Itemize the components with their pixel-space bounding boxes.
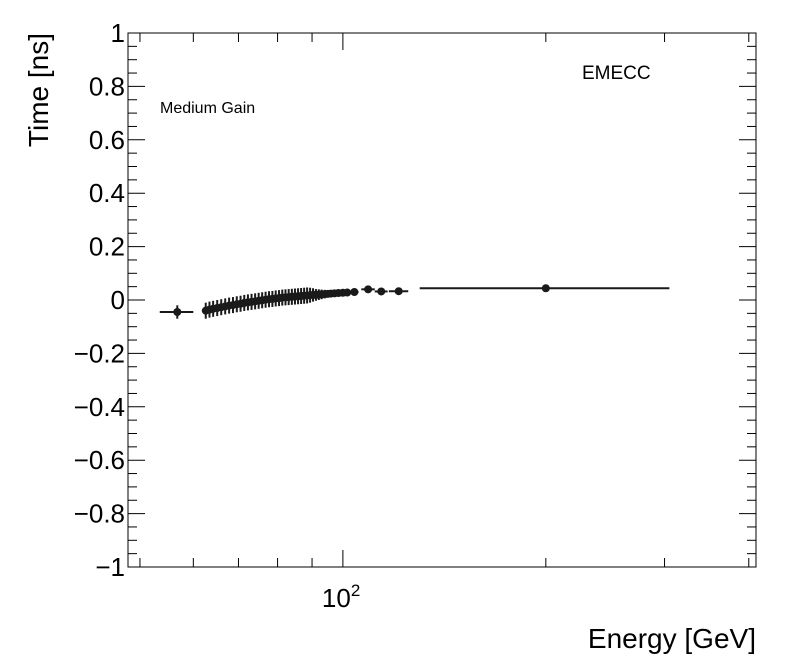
data-point [388, 287, 409, 296]
data-marker [394, 287, 403, 296]
y-tick-label: −1 [95, 552, 125, 582]
y-tick-labels: −1 −0.8 −0.6 −0.4 −0.2 0 0.2 0.4 0.6 0.8 1 [74, 18, 125, 582]
annotation-emecc: EMECC [582, 63, 651, 84]
data-point [350, 287, 359, 296]
y-tick-label: −0.2 [74, 338, 125, 368]
x-tick-label-exponent: 2 [351, 581, 360, 600]
y-tick-label: −0.4 [74, 392, 125, 422]
data-marker [541, 284, 550, 293]
data-point [343, 288, 352, 297]
y-tick-label: 0.6 [89, 125, 125, 155]
y-tick-label: −0.8 [74, 499, 125, 529]
x-axis-label: Energy [GeV] [588, 623, 756, 654]
y-tick-label: −0.6 [74, 445, 125, 475]
y-axis-label: Time [ns] [23, 33, 54, 147]
axis-ticks [128, 32, 756, 568]
y-tick-label: 0 [111, 285, 125, 315]
data-marker [173, 308, 182, 317]
y-tick-label: 0.4 [89, 178, 125, 208]
y-tick-label: 1 [111, 18, 125, 48]
data-point [159, 305, 194, 319]
data-points [159, 284, 670, 319]
annotation-gain: Medium Gain [160, 100, 255, 117]
data-point [419, 284, 670, 293]
data-marker [350, 287, 359, 296]
data-marker [343, 288, 352, 297]
y-tick-label: 0.8 [89, 71, 125, 101]
data-marker [377, 287, 386, 296]
plot-frame [127, 32, 757, 568]
data-point [361, 285, 375, 294]
data-marker [364, 285, 373, 294]
y-tick-label: 0.2 [89, 232, 125, 262]
data-point [374, 287, 388, 296]
